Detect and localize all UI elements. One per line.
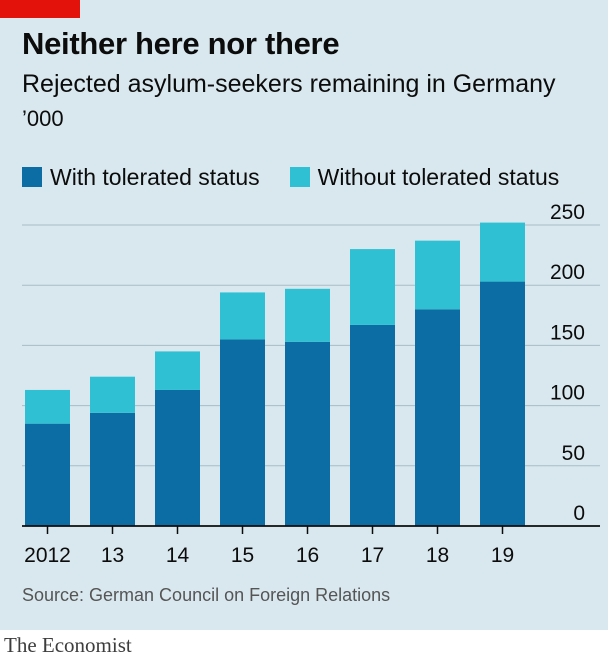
economist-wordmark: The Economist <box>4 633 132 657</box>
bar-with-tolerated <box>155 389 200 526</box>
bar-with-tolerated <box>285 341 330 526</box>
y-tick-label: 200 <box>550 261 585 284</box>
bar-without-tolerated <box>220 292 265 340</box>
bar-with-tolerated <box>220 339 265 526</box>
unit-label: ’000 <box>22 106 64 131</box>
x-tick-label: 13 <box>101 544 124 567</box>
legend-item-without-tolerated: Without tolerated status <box>289 163 560 191</box>
chart-title: Neither here nor there <box>22 26 340 61</box>
x-tick-label: 17 <box>361 544 384 567</box>
legend-label-with-tolerated: With tolerated status <box>50 163 260 190</box>
legend-item-with-tolerated: With tolerated status <box>22 164 260 191</box>
bar-chart: 0 50 100 150 200 250 2012 13 14 15 16 17 18 19 <box>22 201 600 567</box>
bar-without-tolerated <box>25 389 70 424</box>
bar-with-tolerated <box>25 423 70 526</box>
y-tick-label: 50 <box>562 442 585 465</box>
x-tick-label: 16 <box>296 544 319 567</box>
y-tick-label: 0 <box>573 502 585 525</box>
legend-label-without-tolerated: Without tolerated status <box>317 163 560 190</box>
brand-red-tag <box>0 0 80 18</box>
bar-without-tolerated <box>285 288 330 342</box>
x-tick-label: 18 <box>426 544 449 567</box>
bar-without-tolerated <box>155 351 200 390</box>
legend-swatch-without-tolerated <box>289 167 310 187</box>
bar-without-tolerated <box>90 376 135 413</box>
x-tick-label: 15 <box>231 544 254 567</box>
bar-with-tolerated <box>90 412 135 526</box>
y-tick-label: 150 <box>550 321 585 344</box>
chart-subtitle: Rejected asylum-seekers remaining in Ger… <box>22 70 556 98</box>
y-tick-label: 250 <box>550 201 585 224</box>
source-note: Source: German Council on Foreign Relati… <box>22 585 391 605</box>
x-tick-label: 14 <box>166 544 190 567</box>
legend: With tolerated status Without tolerated … <box>22 163 589 191</box>
chart-panel: Neither here nor there Rejected asylum-s… <box>0 0 608 630</box>
bar-with-tolerated <box>350 324 395 526</box>
bar-without-tolerated <box>480 222 525 282</box>
bar-without-tolerated <box>415 240 460 310</box>
bar-with-tolerated <box>480 281 525 526</box>
bar-with-tolerated <box>415 309 460 526</box>
y-tick-label: 100 <box>550 382 585 405</box>
x-tick-label: 19 <box>491 544 514 567</box>
bar-without-tolerated <box>350 249 395 325</box>
x-tick-label: 2012 <box>24 544 71 567</box>
legend-swatch-with-tolerated <box>22 167 42 187</box>
